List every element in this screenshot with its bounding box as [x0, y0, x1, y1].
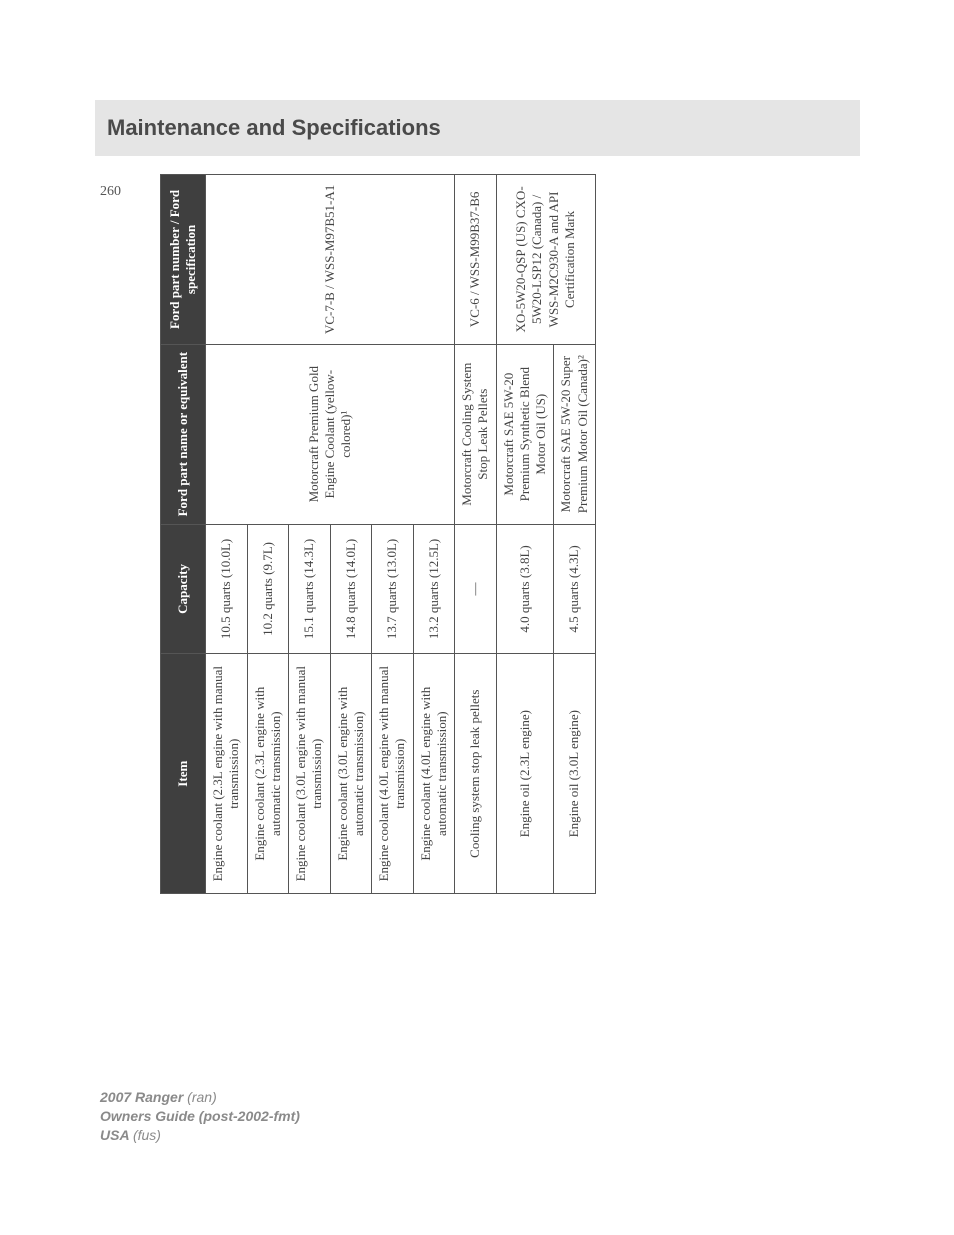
cell-capacity: 10.2 quarts (9.7L): [247, 524, 289, 654]
cell-partnumber-coolant: VC-7-B / WSS-M97B51-A1: [206, 175, 455, 345]
cell-partnumber-line1: XO-5W20-QSP (US) CXO-5W20-LSP12 (Canada)…: [513, 186, 544, 332]
cell-capacity: 4.0 quarts (3.8L): [496, 524, 554, 654]
cell-capacity: 4.5 quarts (4.3L): [554, 524, 596, 654]
footer-block: 2007 Ranger (ran) Owners Guide (post-200…: [100, 1088, 300, 1145]
cell-partnumber: XO-5W20-QSP (US) CXO-5W20-LSP12 (Canada)…: [496, 175, 595, 345]
cell-item: Engine oil (3.0L engine): [554, 654, 596, 894]
footer-code1: (ran): [187, 1089, 217, 1105]
page-title: Maintenance and Specifications: [107, 115, 441, 141]
cell-partnumber: VC-6 / WSS-M99B37-B6: [455, 175, 497, 345]
footer-line1: 2007 Ranger (ran): [100, 1088, 300, 1107]
cell-partname-coolant: Motorcraft Premium Gold Engine Coolant (…: [206, 344, 455, 524]
cell-item: Engine coolant (4.0L engine with manual …: [372, 654, 414, 894]
cell-item: Engine coolant (4.0L engine with automat…: [413, 654, 455, 894]
footer-model: 2007 Ranger: [100, 1089, 187, 1105]
header-capacity: Capacity: [161, 524, 206, 654]
spec-table: Item Capacity Ford part name or equivale…: [160, 174, 596, 894]
footer-code2: (fus): [133, 1127, 161, 1143]
table-row: Engine oil (2.3L engine) 4.0 quarts (3.8…: [496, 175, 554, 894]
table-row: Cooling system stop leak pellets — Motor…: [455, 175, 497, 894]
header-partnumber: Ford part number / Ford specification: [161, 175, 206, 345]
cell-item: Engine coolant (2.3L engine with manual …: [206, 654, 248, 894]
cell-partnumber-line2: WSS-M2C930-A and API Certification Mark: [546, 192, 577, 328]
header-partname: Ford part name or equivalent: [161, 344, 206, 524]
cell-capacity: 14.8 quarts (14.0L): [330, 524, 372, 654]
cell-capacity: —: [455, 524, 497, 654]
footer-region: USA: [100, 1127, 133, 1143]
cell-item: Engine coolant (2.3L engine with automat…: [247, 654, 289, 894]
cell-item: Cooling system stop leak pellets: [455, 654, 497, 894]
cell-partname: Motorcraft Cooling System Stop Leak Pell…: [455, 344, 497, 524]
cell-capacity: 10.5 quarts (10.0L): [206, 524, 248, 654]
header-band: Maintenance and Specifications: [95, 100, 860, 156]
cell-partname: Motorcraft SAE 5W-20 Super Premium Motor…: [554, 344, 596, 524]
cell-item: Engine oil (2.3L engine): [496, 654, 554, 894]
page-number: 260: [100, 184, 121, 200]
cell-partname: Motorcraft SAE 5W-20 Premium Synthetic B…: [496, 344, 554, 524]
table-header-row: Item Capacity Ford part name or equivale…: [161, 175, 206, 894]
cell-item: Engine coolant (3.0L engine with manual …: [289, 654, 331, 894]
cell-capacity: 15.1 quarts (14.3L): [289, 524, 331, 654]
footer-line2: Owners Guide (post-2002-fmt): [100, 1107, 300, 1126]
cell-capacity: 13.2 quarts (12.5L): [413, 524, 455, 654]
spec-table-wrapper: Item Capacity Ford part name or equivale…: [160, 174, 596, 894]
header-item: Item: [161, 654, 206, 894]
cell-capacity: 13.7 quarts (13.0L): [372, 524, 414, 654]
footer-line3: USA (fus): [100, 1126, 300, 1145]
table-row: Engine coolant (2.3L engine with manual …: [206, 175, 248, 894]
cell-item: Engine coolant (3.0L engine with automat…: [330, 654, 372, 894]
